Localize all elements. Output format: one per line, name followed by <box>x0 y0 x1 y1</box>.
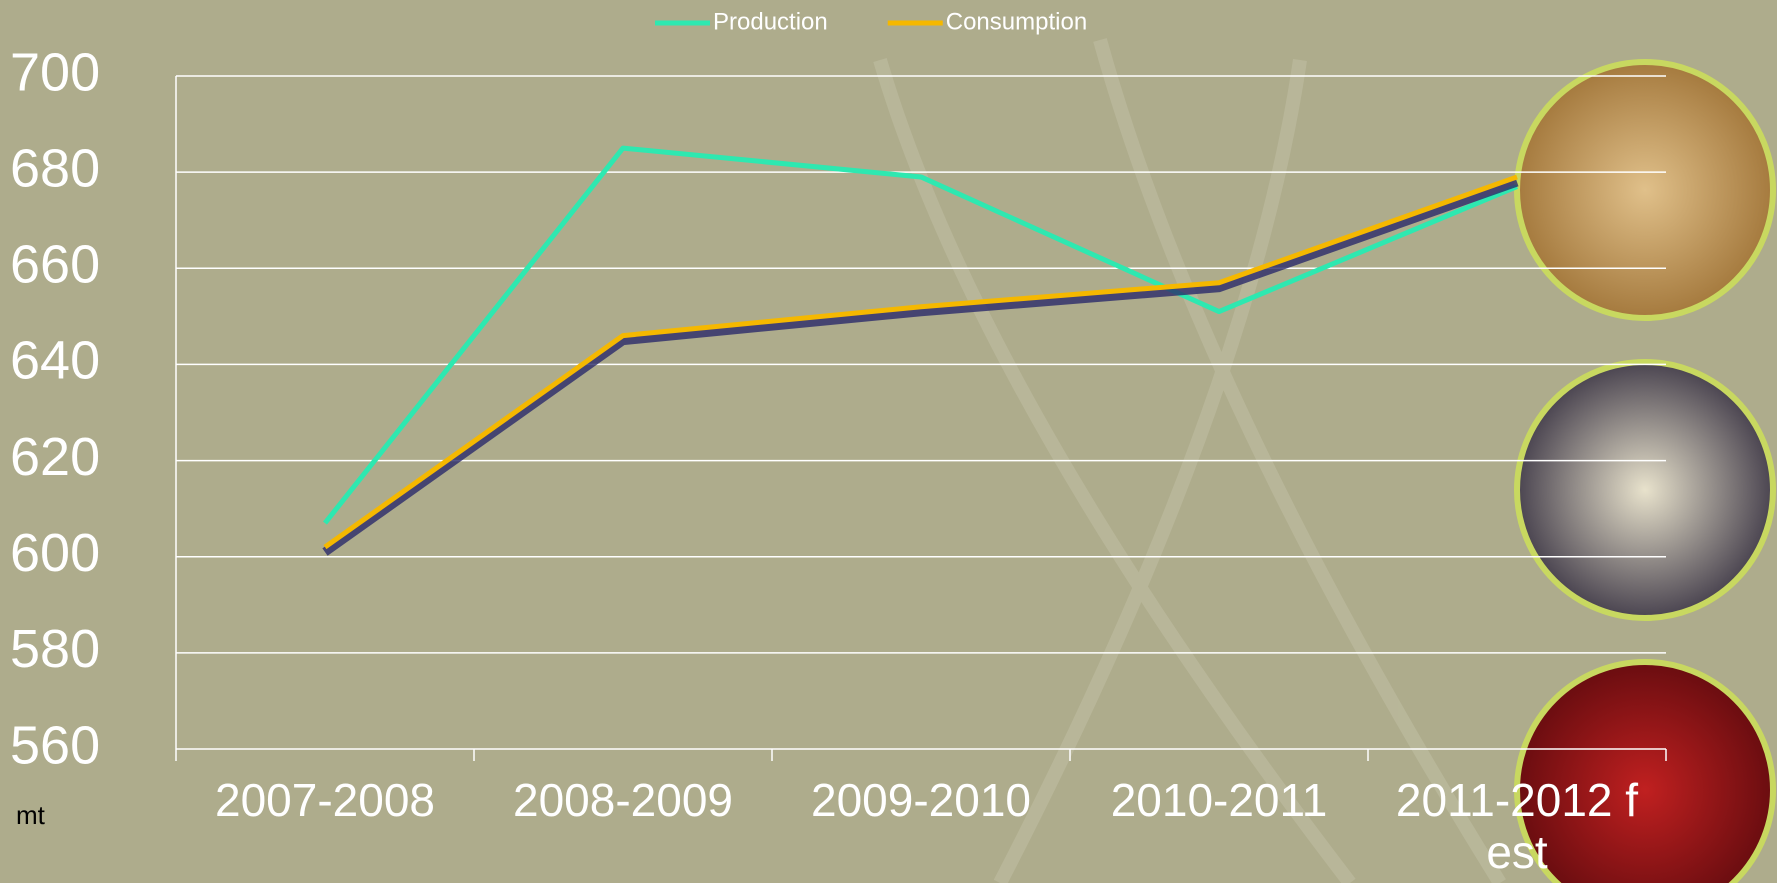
x-tick-label: 2010-2011 <box>1110 774 1328 826</box>
y-tick-label: 620 <box>10 427 100 487</box>
y-tick-label: 640 <box>10 331 100 391</box>
y-tick-label: 560 <box>10 715 100 775</box>
y-tick-label: 580 <box>10 619 100 679</box>
legend-label: Production <box>713 8 828 35</box>
y-tick-label: 600 <box>10 523 100 583</box>
legend-label: Consumption <box>946 8 1087 35</box>
y-tick-label: 680 <box>10 138 100 198</box>
y-tick-label: 660 <box>10 235 100 295</box>
wheat-image <box>1514 59 1776 321</box>
decoration <box>873 38 1506 883</box>
y-tick-label: 700 <box>10 42 100 102</box>
series-line <box>323 145 1518 525</box>
beans-image <box>1514 659 1776 883</box>
x-tick-label: 2009-2010 <box>811 774 1031 826</box>
rice-image <box>1514 359 1776 621</box>
x-tick-label: 2008-2009 <box>513 774 733 826</box>
y-axis-label: mt <box>16 800 46 830</box>
series-line <box>323 174 1518 550</box>
line-shadow <box>322 177 1519 556</box>
x-tick-label: 2011-2012 f est <box>1395 774 1639 878</box>
x-tick-label: 2007-2008 <box>215 774 435 826</box>
